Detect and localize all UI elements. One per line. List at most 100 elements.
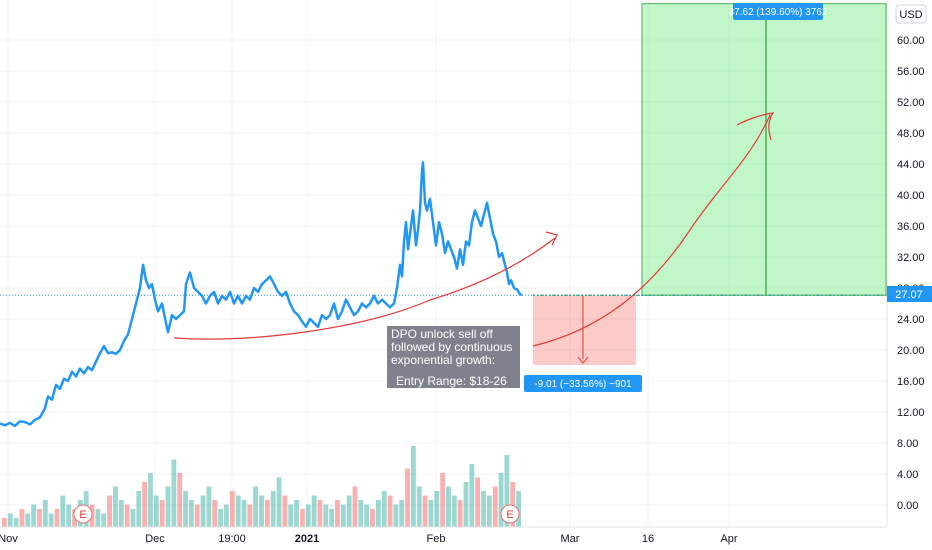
earnings-marker-1[interactable]: E [73, 504, 93, 524]
volume-bar [37, 509, 42, 527]
volume-bar [323, 504, 329, 527]
annotation-note-box[interactable] [387, 326, 520, 388]
y-tick-label: 52.00 [897, 97, 925, 109]
y-tick-label: 36.00 [897, 221, 925, 233]
volume-bar [440, 473, 446, 527]
volume-bar [381, 491, 387, 527]
volume-bar [446, 486, 451, 527]
annotation-line-1: DPO unlock sell off [391, 327, 493, 341]
profit-zone[interactable] [641, 3, 887, 296]
y-tick-label: 44.00 [897, 159, 925, 171]
current-price-value: 27.07 [895, 289, 923, 301]
volume-bar [136, 491, 142, 527]
volume-bar [31, 504, 37, 527]
volume-bar [212, 500, 218, 527]
x-tick-label: 2021 [295, 533, 319, 545]
volume-bar [264, 500, 270, 527]
volume-bar [200, 495, 206, 527]
volume-bar [329, 509, 335, 527]
currency-label: USD [899, 9, 922, 21]
volume-bar [276, 477, 282, 527]
volume-bar [288, 504, 294, 527]
y-tick-label: 32.00 [897, 252, 925, 264]
volume-bar [229, 491, 235, 527]
loss-badge [524, 375, 642, 392]
volume-bar [346, 495, 352, 527]
volume-bar [153, 495, 159, 527]
volume-bar [410, 446, 416, 527]
earnings-marker-1-label: E [79, 509, 86, 521]
volume-bar [375, 500, 381, 527]
x-tick-label: Feb [427, 533, 446, 545]
volume-bar [259, 495, 264, 527]
volume-bar [218, 509, 224, 527]
volume-bar [475, 477, 481, 527]
annotation-line-3: exponential growth: [391, 353, 495, 367]
y-tick-label: 40.00 [897, 190, 925, 202]
volume-bar [387, 495, 393, 527]
volume-bar [177, 473, 183, 527]
volume-bar [25, 513, 31, 527]
volume-bar [428, 500, 434, 527]
volume-bar [48, 513, 54, 527]
volume-bar [95, 509, 101, 527]
volume-bar [305, 504, 311, 527]
volume-bar [335, 500, 340, 527]
volume-bar [188, 500, 194, 527]
volume-bar [481, 491, 486, 527]
y-tick-label: 24.00 [897, 314, 925, 326]
y-tick-label: 60.00 [897, 35, 925, 47]
x-axis-ticks: Nov Dec 19:00 2021 Feb Mar 16 Apr [0, 533, 738, 545]
volume-bar [282, 495, 288, 527]
volume-bar [294, 500, 299, 527]
volume-bar [492, 486, 498, 527]
volume-bar [504, 455, 510, 527]
volume-bar [159, 500, 165, 527]
volume-bar [399, 500, 405, 527]
loss-label: -9.01 (−33.56%) −901 [534, 379, 632, 390]
volume-bar [516, 491, 521, 527]
volume-bar [101, 513, 107, 527]
volume-bar [451, 495, 457, 527]
volume-bar [60, 495, 66, 527]
current-price-tag [887, 286, 932, 302]
volume-bar [235, 495, 241, 527]
volume-bar [148, 473, 153, 527]
volume-bar [206, 486, 212, 527]
volume-bar [19, 509, 25, 527]
volume-bar [498, 473, 504, 527]
y-tick-label: 12.00 [897, 407, 925, 419]
x-tick-label: 19:00 [218, 533, 246, 545]
volume-bar [463, 482, 469, 527]
profit-label: 37.62 (139.60%) 3762 [729, 7, 828, 18]
y-tick-label: 8.00 [897, 438, 918, 450]
annotation-line-5: Entry Range: $18-26 [396, 374, 507, 388]
volume-bar [54, 509, 60, 527]
y-tick-label: 0.00 [897, 500, 918, 512]
volume-bar [270, 491, 276, 527]
volume-bar [165, 486, 171, 527]
volume-bar [253, 486, 259, 527]
currency-badge[interactable] [895, 4, 927, 24]
x-tick-label: 16 [642, 533, 654, 545]
earnings-marker-2[interactable]: E [500, 504, 520, 524]
volume-bar [171, 459, 177, 527]
y-axis-ticks: 0.004.008.0012.0016.0020.0024.0028.0032.… [897, 35, 925, 512]
y-tick-label: 48.00 [897, 128, 925, 140]
volume-bar [107, 495, 113, 527]
volume-bar [247, 504, 253, 527]
volume-bar [469, 464, 475, 527]
y-tick-label: 56.00 [897, 66, 925, 78]
volume-bar [393, 504, 399, 527]
volume-bar [42, 500, 48, 527]
x-tick-label: Dec [145, 533, 165, 545]
volume-bar [183, 491, 188, 527]
volume-bar [2, 518, 7, 527]
x-tick-label: Apr [720, 533, 737, 545]
volume-bar [510, 482, 516, 527]
volume-bar [118, 500, 124, 527]
volume-bar [364, 504, 370, 527]
volume-bar [113, 486, 118, 527]
volume-bar [422, 495, 428, 527]
